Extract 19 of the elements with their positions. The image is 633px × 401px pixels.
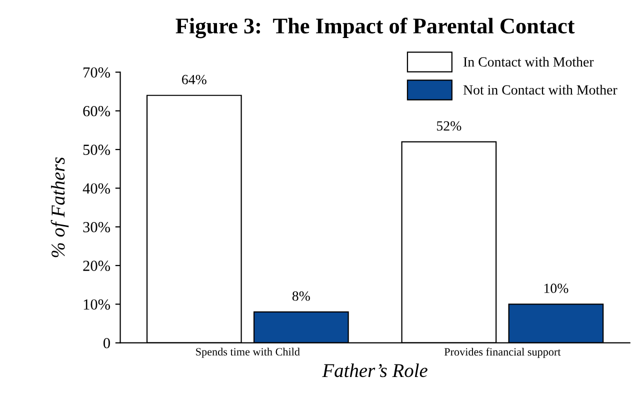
y-tick-label: 0 [103, 338, 110, 348]
y-axis-title: % of Fathers [50, 157, 69, 258]
y-tick-label: 60% [83, 106, 110, 116]
y-tick-label: 70% [84, 67, 110, 78]
data-label: 10% [544, 284, 568, 294]
x-axis-title: Father’s Role [322, 363, 428, 378]
y-tick-label: 40% [82, 183, 110, 194]
x-tick-label: Provides financial support [444, 348, 561, 358]
y-tick-label: 20% [83, 260, 110, 272]
data-label: 52% [437, 121, 462, 131]
chart-title: Figure 3: The Impact of Parental Contact [176, 18, 575, 38]
y-tick-label: 10% [84, 299, 110, 310]
y-tick-label: 30% [83, 222, 110, 232]
data-label: 64% [182, 74, 206, 84]
x-tick-label: Spends time with Child [196, 348, 300, 358]
y-tick-label: 50% [83, 144, 110, 156]
legend-label: Not in Contact with Mother [463, 84, 618, 95]
data-label: 8% [292, 291, 310, 301]
legend-label: In Contact with Mother [464, 56, 594, 67]
